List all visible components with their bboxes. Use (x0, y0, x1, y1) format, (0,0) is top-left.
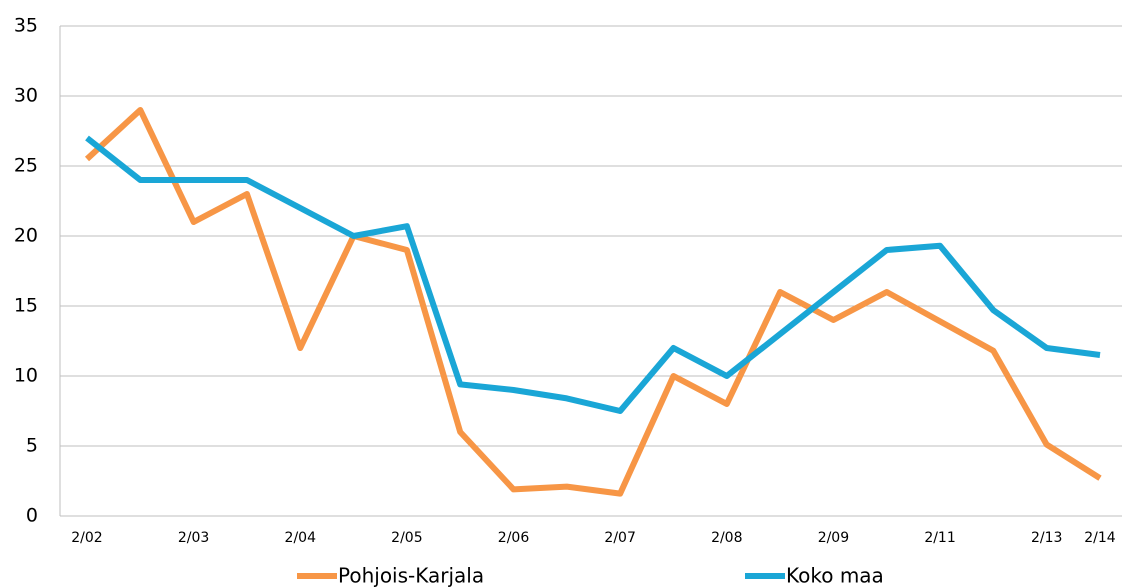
x-tick-label: 2/08 (711, 530, 742, 546)
x-tick-label: 2/03 (178, 530, 209, 546)
y-tick-label: 15 (14, 295, 38, 317)
x-tick-label: 2/06 (498, 530, 530, 546)
x-tick-label: 2/05 (391, 530, 422, 546)
y-tick-label: 10 (14, 365, 38, 387)
y-tick-label: 20 (14, 225, 38, 247)
y-tick-label: 35 (14, 15, 38, 37)
x-tick-label: 2/09 (818, 530, 849, 546)
y-tick-label: 0 (26, 505, 38, 527)
y-tick-label: 5 (26, 435, 38, 457)
y-tick-label: 25 (14, 155, 38, 177)
x-tick-label: 2/13 (1031, 530, 1062, 546)
y-tick-label: 30 (14, 85, 38, 107)
x-tick-label: 2/02 (71, 530, 102, 546)
x-tick-label: 2/14 (1084, 530, 1116, 546)
x-tick-label: 2/07 (604, 530, 635, 546)
x-tick-label: 2/11 (924, 530, 955, 546)
legend-label: Koko maa (786, 564, 884, 587)
legend-label: Pohjois-Karjala (338, 564, 484, 587)
x-tick-label: 2/04 (285, 530, 317, 546)
line-series (85, 135, 1101, 414)
line-series (84, 107, 1102, 497)
